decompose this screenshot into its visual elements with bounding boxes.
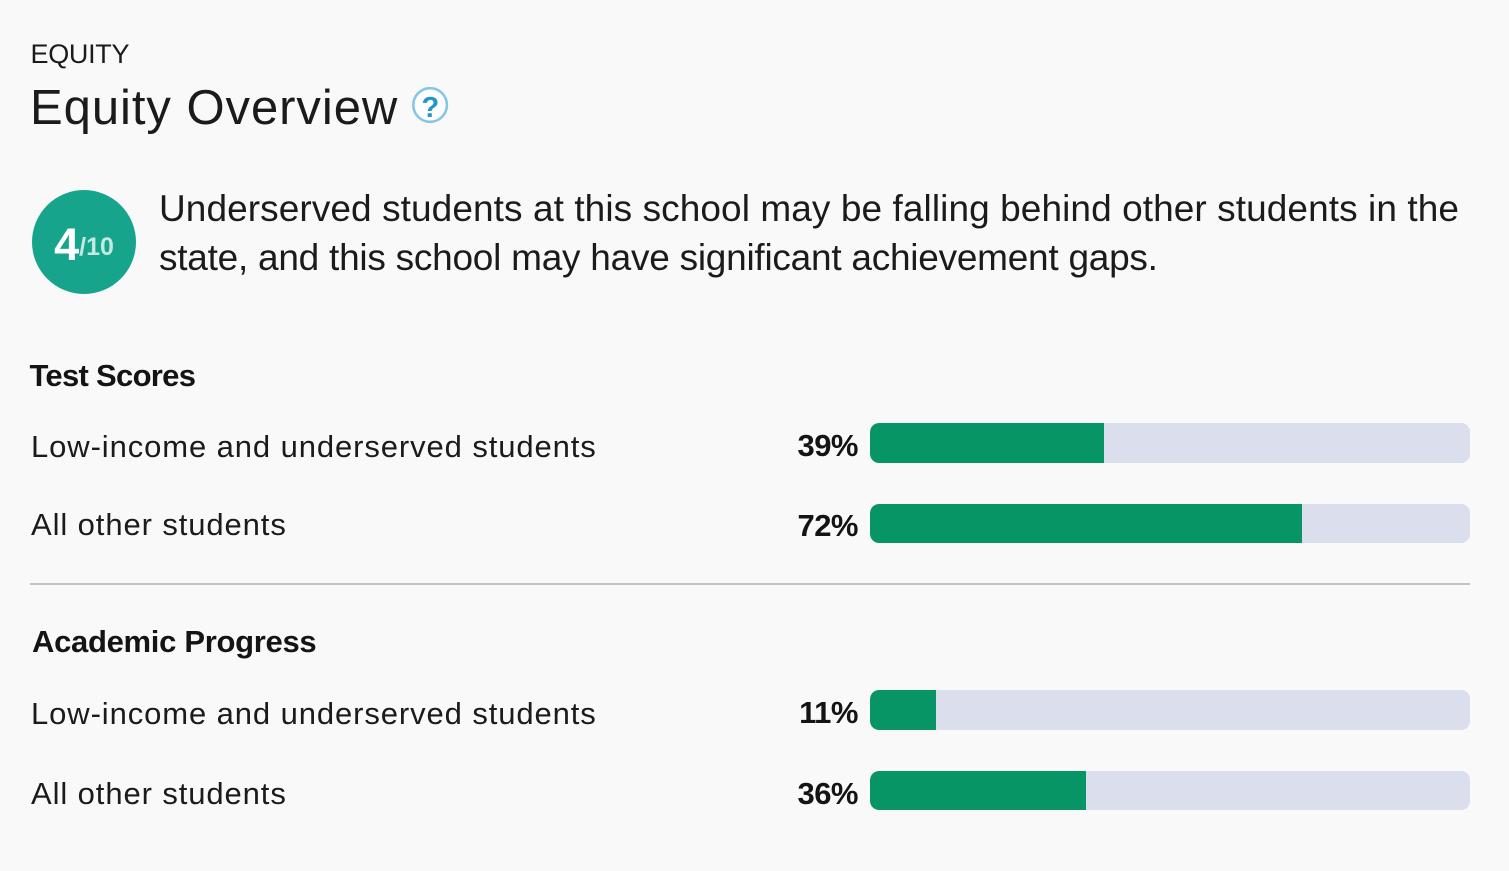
- svg-text:?: ?: [421, 92, 439, 124]
